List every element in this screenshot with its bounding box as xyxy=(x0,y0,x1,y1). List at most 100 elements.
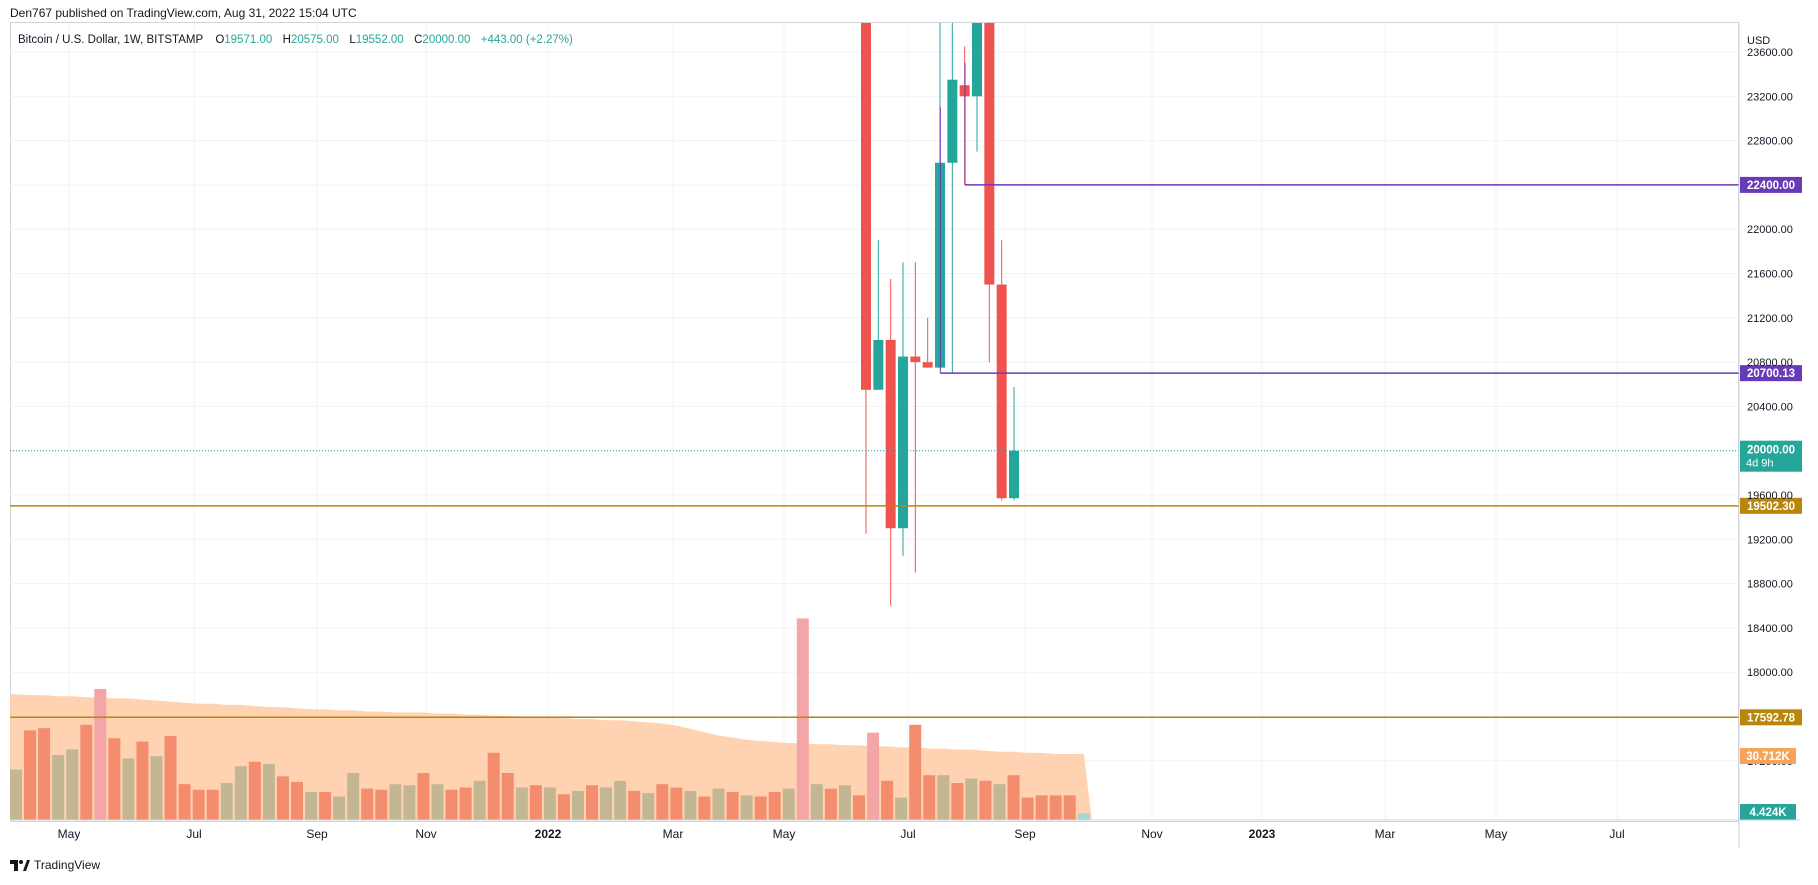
x-tick-label: Nov xyxy=(415,827,436,841)
volume-bar xyxy=(52,755,65,820)
last-price-text: 20000.00 xyxy=(1747,445,1795,457)
candle-body-down[interactable] xyxy=(984,0,995,285)
volume-bar xyxy=(810,784,823,820)
change-value: +443.00 (+2.27%) xyxy=(480,34,573,46)
bar-countdown-text: 4d 9h xyxy=(1746,458,1774,470)
price-label-badge xyxy=(1740,365,1802,382)
x-tick-label: 2022 xyxy=(535,827,562,841)
volume-bar xyxy=(1021,797,1034,820)
volume-ma-badge xyxy=(1740,748,1796,764)
tradingview-brand: TradingView xyxy=(34,858,101,872)
volume-bar xyxy=(642,793,655,820)
volume-bar xyxy=(881,780,894,820)
volume-bar xyxy=(501,772,514,820)
y-tick-label: 21600.00 xyxy=(1747,269,1793,281)
volume-bar xyxy=(586,785,599,820)
tradingview-footer[interactable]: TradingView xyxy=(10,858,100,872)
x-tick-label: Mar xyxy=(1375,827,1396,841)
volume-bar xyxy=(66,749,79,820)
volume-bar xyxy=(1035,795,1048,820)
volume-bar xyxy=(333,796,346,820)
x-tick-label: Sep xyxy=(1014,827,1036,841)
volume-bar xyxy=(220,783,233,820)
x-tick-label: Mar xyxy=(663,827,684,841)
volume-bar xyxy=(824,788,837,820)
y-tick-label: 23200.00 xyxy=(1747,91,1793,103)
y-tick-label: 19600.00 xyxy=(1747,490,1793,502)
volume-last-badge xyxy=(1740,804,1796,820)
volume-bar xyxy=(234,766,247,820)
x-tick-label: May xyxy=(773,827,796,841)
candle-body-down[interactable] xyxy=(861,0,871,390)
volume-bar xyxy=(768,792,781,820)
volume-bar xyxy=(375,789,388,820)
candle-body-down[interactable] xyxy=(885,339,896,529)
volume-bar xyxy=(600,787,613,820)
volume-bar xyxy=(838,785,851,820)
candle-body-down[interactable] xyxy=(922,362,933,368)
price-label-badge xyxy=(1740,709,1802,726)
volume-bar xyxy=(94,688,107,820)
volume-bar xyxy=(305,792,318,820)
volume-bar xyxy=(684,790,697,820)
last-price-badge xyxy=(1740,440,1802,472)
ohlc-legend: Bitcoin / U.S. Dollar, 1W, BITSTAMP O195… xyxy=(18,34,573,46)
volume-bar xyxy=(248,761,261,820)
high-value: 20575.00 xyxy=(290,34,339,46)
volume-bar xyxy=(895,797,908,820)
price-label-text: 17592.78 xyxy=(1747,712,1796,724)
open-value: 19571.00 xyxy=(224,34,273,46)
tradingview-logo-icon xyxy=(10,859,30,871)
low-value: 19552.00 xyxy=(355,34,404,46)
volume-bar xyxy=(726,792,739,820)
volume-bar xyxy=(262,764,275,820)
x-tick-label: May xyxy=(58,827,81,841)
volume-bar xyxy=(572,790,584,820)
volume-bar xyxy=(909,724,922,820)
candle-body-up[interactable] xyxy=(898,356,908,529)
low-key: L xyxy=(349,34,356,46)
volume-bar xyxy=(529,785,542,820)
volume-bar xyxy=(543,787,556,820)
volume-bar xyxy=(979,780,992,820)
volume-bar xyxy=(1063,795,1076,820)
candle-body-up[interactable] xyxy=(1009,450,1019,499)
x-tick-label: 2023 xyxy=(1249,827,1276,841)
candle-body-up[interactable] xyxy=(873,339,884,390)
y-tick-label: 19200.00 xyxy=(1747,534,1793,546)
price-label-badge xyxy=(1740,176,1802,193)
volume-bar xyxy=(38,728,51,820)
x-tick-label: Jul xyxy=(900,827,915,841)
y-tick-label: 18800.00 xyxy=(1747,579,1793,591)
candle-body-down[interactable] xyxy=(910,356,921,363)
volume-bar xyxy=(796,618,809,820)
price-label-text: 20700.13 xyxy=(1747,368,1795,380)
volume-bar xyxy=(923,775,936,820)
volume-bar xyxy=(628,790,641,820)
close-key: C xyxy=(414,34,423,46)
volume-bar xyxy=(136,741,149,820)
candle-body-down[interactable] xyxy=(996,284,1007,499)
open-key: O xyxy=(215,34,225,46)
volume-bar xyxy=(122,758,135,820)
price-label-badge xyxy=(1740,497,1802,514)
volume-bar xyxy=(417,772,430,820)
volume-bar xyxy=(192,789,205,820)
volume-bar xyxy=(403,785,416,820)
symbol-label[interactable]: Bitcoin / U.S. Dollar, 1W, BITSTAMP xyxy=(18,34,203,46)
y-tick-label: 20800.00 xyxy=(1747,357,1793,369)
volume-bar xyxy=(276,776,289,820)
volume-bar xyxy=(782,788,795,820)
y-tick-label: 20400.00 xyxy=(1747,401,1793,413)
volume-bar xyxy=(867,732,880,820)
volume-bar xyxy=(965,778,978,820)
volume-bar xyxy=(10,769,22,820)
candle-body-up[interactable] xyxy=(947,79,958,163)
volume-bar xyxy=(487,752,500,820)
candle-body-up[interactable] xyxy=(972,0,982,97)
volume-ma-text: 30.712K xyxy=(1746,751,1790,763)
price-label-text: 22400.00 xyxy=(1747,180,1795,192)
volume-bar xyxy=(515,787,528,820)
volume-bar xyxy=(951,783,964,820)
